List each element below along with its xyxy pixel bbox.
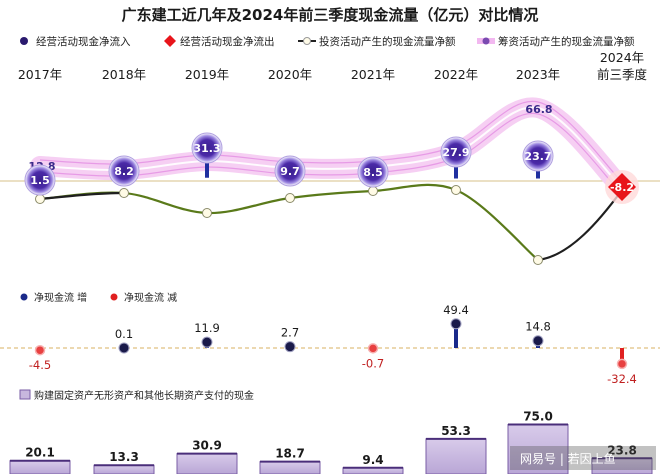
investing-point: [35, 194, 45, 204]
legend-net: 净现金流 增 净现金流 减: [20, 291, 177, 304]
investing-point: [202, 208, 212, 218]
net-label-down: -32.4: [607, 372, 637, 386]
net-label-down: -0.7: [362, 356, 384, 370]
legend-investing: 投资活动产生的现金流量净额: [319, 35, 456, 48]
net-label-up: 11.9: [194, 321, 220, 335]
capex-label: 18.7: [275, 447, 305, 461]
capex-series: 20.1 13.3 30.9 18.7 9.4 53.3 75.0 23.8: [9, 410, 653, 474]
legend-outflow: 经营活动现金净流出: [180, 35, 275, 48]
net-label-up: 14.8: [525, 320, 551, 334]
legend-marker-outflow: [164, 35, 176, 47]
legend-marker-investing: [303, 37, 311, 45]
operating-bubble: [440, 136, 472, 168]
investing-point: [285, 193, 295, 203]
watermark-bg: [510, 446, 656, 470]
legend-capex: 购建固定资产无形资产和其他长期资产支付的现金: [19, 389, 254, 402]
investing-point: [451, 185, 461, 195]
investing-line-start: [39, 191, 125, 201]
net-bar-down: [620, 348, 624, 364]
net-label-up: 0.1: [115, 327, 133, 341]
capex-bar: [176, 453, 238, 474]
legend-inflow: 经营活动现金净流入: [36, 35, 131, 48]
operating-label: 1.5: [30, 174, 50, 187]
investing-line-2024: [537, 189, 623, 262]
net-point-down: [616, 358, 628, 370]
legend-marker-inflow: [20, 37, 28, 45]
capex-label: 30.9: [192, 439, 222, 453]
net-series: -4.5 0.1 11.9 2.7 -0.7 49.4 14.8 -32.4: [29, 303, 637, 386]
operating-label: 9.7: [280, 165, 300, 178]
capex-bar: [259, 461, 321, 474]
operating-label: 23.7: [524, 150, 551, 163]
operating-bubble: [274, 155, 306, 187]
year-label: 2022年: [434, 67, 478, 82]
capex-label: 13.3: [109, 450, 139, 464]
year-label: 2019年: [185, 67, 229, 82]
legend-top: 经营活动现金净流入 经营活动现金净流出 投资活动产生的现金流量净额 筹资活动产生…: [20, 35, 635, 48]
capex-label: 23.8: [607, 443, 637, 457]
net-label-up: 2.7: [281, 326, 299, 340]
investing-point: [533, 255, 543, 265]
legend-marker-financing: [482, 37, 490, 45]
year-label: 2024年: [600, 50, 644, 65]
chart-title: 广东建工近几年及2024年前三季度现金流量（亿元）对比情况: [122, 6, 539, 24]
operating-label: 8.5: [363, 166, 383, 179]
year-label: 前三季度: [597, 67, 648, 82]
capex-bar: [9, 460, 71, 474]
watermark: 网易号 | 若因上鱼: [520, 452, 616, 466]
legend-net-down: 净现金流 减: [124, 291, 177, 304]
operating-outflow-marker: [608, 173, 636, 201]
legend-marker-net-up: [20, 293, 28, 301]
capex-label: 75.0: [523, 410, 553, 424]
capex-label: 20.1: [25, 446, 55, 460]
operating-bubble: [522, 140, 554, 172]
operating-label: 27.9: [442, 146, 469, 159]
year-label: 2018年: [102, 67, 146, 82]
legend-financing: 筹资活动产生的现金流量净额: [498, 35, 635, 48]
operating-bubble: [108, 155, 140, 187]
capex-bar: [425, 438, 487, 474]
capex-bar: [93, 464, 155, 474]
legend-net-up: 净现金流 增: [34, 291, 87, 304]
net-point-up: [532, 335, 544, 347]
year-label: 2021年: [351, 67, 395, 82]
main-series: 12.866.81.58.231.39.78.527.923.7-8.2: [24, 97, 639, 265]
year-label: 2023年: [516, 67, 560, 82]
operating-outflow-label: -8.2: [610, 181, 634, 194]
year-label: 2020年: [268, 67, 312, 82]
net-point-up: [450, 318, 462, 330]
legend-capex-text: 购建固定资产无形资产和其他长期资产支付的现金: [34, 389, 254, 402]
legend-marker-net-down: [110, 293, 118, 301]
investing-point: [119, 188, 129, 198]
operating-bubble: [24, 164, 56, 196]
net-bar-up: [454, 323, 458, 348]
capex-label: 53.3: [441, 424, 471, 438]
year-label: 2017年: [18, 67, 62, 82]
legend-marker-capex: [19, 389, 31, 400]
net-point-up: [284, 341, 296, 353]
operating-bubble: [191, 132, 223, 164]
operating-label: 8.2: [114, 165, 134, 178]
net-label-down: -4.5: [29, 358, 51, 372]
year-labels: 2017年 2018年 2019年 2020年 2021年 2022年 2023年 2024年…: [18, 50, 648, 82]
operating-label: 31.3: [193, 142, 220, 155]
investing-point: [368, 186, 378, 196]
net-point-up: [201, 336, 213, 348]
operating-bubble: [357, 156, 389, 188]
financing-label-peak: 66.8: [525, 103, 552, 116]
net-label-up: 49.4: [443, 303, 469, 317]
net-point-down: [34, 344, 46, 356]
capex-label: 9.4: [362, 453, 383, 467]
net-point-down: [367, 343, 379, 354]
capex-bar: [507, 424, 569, 474]
net-point-up: [118, 342, 130, 354]
